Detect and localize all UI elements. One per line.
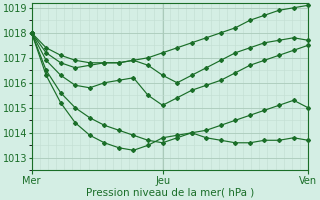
X-axis label: Pression niveau de la mer( hPa ): Pression niveau de la mer( hPa ) (86, 187, 254, 197)
